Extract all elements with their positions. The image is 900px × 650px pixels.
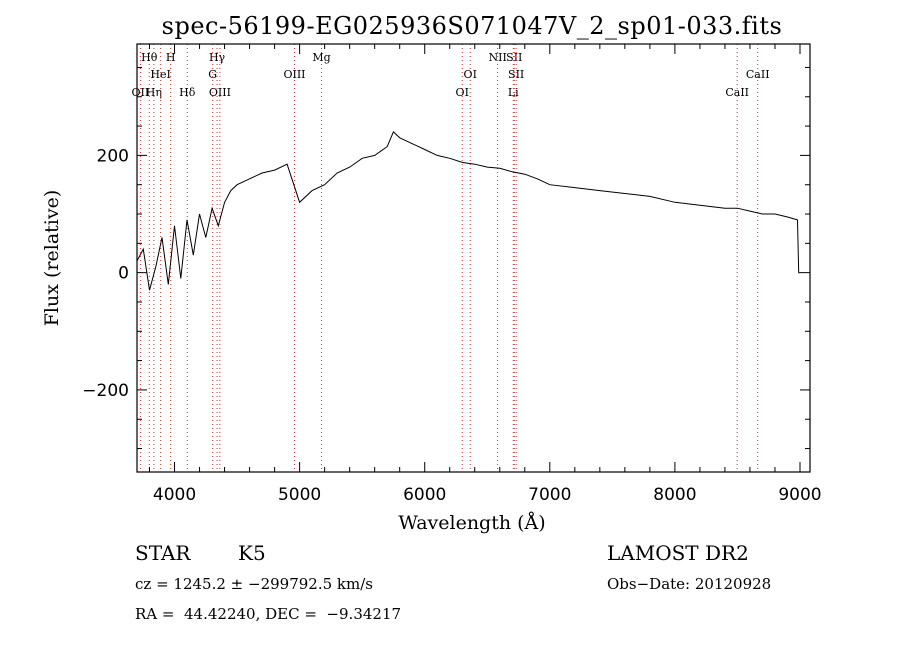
coordinates-readout: RA = 44.42240, DEC = −9.34217 xyxy=(135,605,402,623)
line-marker-label: OIII xyxy=(283,68,305,81)
line-marker-label: OIII xyxy=(209,86,231,99)
line-marker-label: Mg xyxy=(312,51,330,64)
x-tick-label: 4000 xyxy=(153,485,196,505)
plot-area xyxy=(136,131,800,291)
x-tick-label: 5000 xyxy=(278,485,321,505)
axis-ticks: 4000 5000 6000 7000 8000 9000 −200 0 200 xyxy=(82,44,822,505)
line-marker-label: OI xyxy=(456,86,469,99)
line-marker-label: CaII xyxy=(746,68,770,81)
spectrum-line xyxy=(136,131,800,291)
line-marker-label: OI xyxy=(464,68,477,81)
x-tick-label: 9000 xyxy=(778,485,821,505)
line-marker-label: Hθ xyxy=(141,51,158,64)
line-marker-label: CaII xyxy=(725,86,749,99)
object-class: STAR xyxy=(135,541,191,565)
chart-title: spec-56199-EG025936S071047V_2_sp01-033.f… xyxy=(162,12,783,40)
line-marker-label: OII xyxy=(132,86,150,99)
line-marker-label: H xyxy=(166,51,176,64)
y-tick-label: −200 xyxy=(82,381,129,401)
y-tick-label: 0 xyxy=(118,264,129,284)
x-tick-label: 8000 xyxy=(653,485,696,505)
line-marker-label: Hη xyxy=(146,86,162,99)
line-marker-label: HeI xyxy=(150,68,170,81)
y-axis-label: Flux (relative) xyxy=(41,190,63,327)
line-marker-label: SII xyxy=(508,68,524,81)
object-subclass: K5 xyxy=(238,541,266,565)
line-marker-label: Hγ xyxy=(209,51,226,64)
plot-frame xyxy=(136,43,811,473)
line-marker-label: SII xyxy=(506,51,522,64)
line-marker-label: G xyxy=(208,68,217,81)
emission-line-markers: OII Hθ Hη HeI H Hδ Hγ G OIII OIII Mg OI OI NII SII SII L… xyxy=(132,44,770,472)
line-marker-label: NII xyxy=(488,51,506,64)
line-marker-label: Hδ xyxy=(179,86,196,99)
x-axis-label: Wavelength (Å) xyxy=(398,512,545,534)
y-tick-label: 200 xyxy=(97,146,129,166)
observation-date: Obs−Date: 20120928 xyxy=(607,575,772,593)
x-tick-label: 6000 xyxy=(403,485,446,505)
line-marker-label: Li xyxy=(508,86,519,99)
x-tick-label: 7000 xyxy=(528,485,571,505)
survey-name: LAMOST DR2 xyxy=(607,541,749,565)
redshift-readout: cz = 1245.2 ± −299792.5 km/s xyxy=(135,575,373,593)
